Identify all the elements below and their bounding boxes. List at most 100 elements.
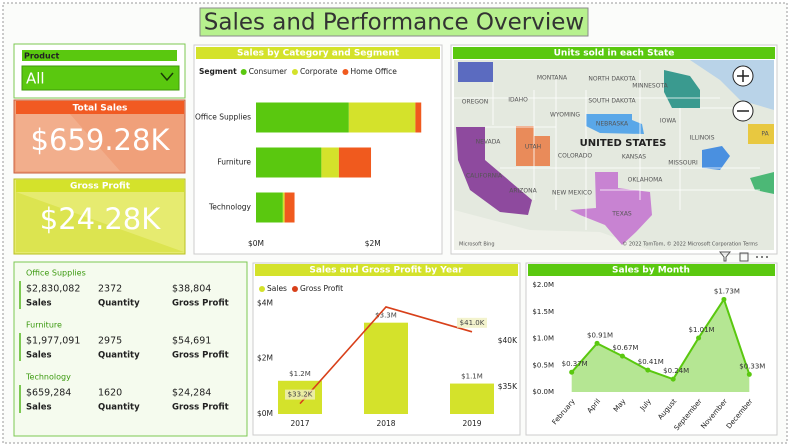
state-label: NEBRASKA [596, 121, 629, 128]
line [570, 297, 751, 381]
bar-segment [338, 147, 372, 178]
focus-icon[interactable] [739, 252, 749, 262]
state-shape[interactable] [750, 172, 774, 194]
data-label: $0.41M [638, 358, 664, 366]
line [299, 306, 473, 405]
state-shape[interactable] [456, 127, 532, 215]
state-shape[interactable] [586, 114, 644, 134]
filter-label-bar [22, 50, 177, 61]
y-tick-label: $0M [257, 409, 273, 418]
label-box [285, 389, 315, 400]
data-label: $0.33M [739, 362, 765, 370]
cell-value: 2975 [98, 336, 122, 347]
table-panel [13, 261, 248, 437]
state-label: PA [761, 131, 769, 138]
zoom-in-icon[interactable] [737, 70, 749, 82]
cell-value: $38,804 [172, 284, 211, 295]
cell-label: Sales [26, 351, 52, 361]
y-tick-label: Technology [208, 203, 252, 212]
point [619, 353, 625, 359]
data-label: $1.73M [714, 287, 740, 295]
state-shape[interactable] [458, 62, 493, 82]
mexico [454, 210, 650, 250]
state-shape[interactable] [748, 124, 774, 144]
cell-value: 1620 [98, 388, 122, 399]
legend-swatch [259, 286, 265, 292]
data-label: $41.0K [460, 319, 485, 327]
y-tick-label: $2.0M [532, 281, 554, 289]
x-tick-label: $0M [248, 239, 264, 248]
cell-label: Sales [26, 403, 52, 413]
data-label: $0.67M [612, 344, 638, 352]
state-shape[interactable] [516, 126, 550, 166]
filter-icon[interactable] [718, 251, 732, 262]
cell-label: Gross Profit [172, 403, 229, 413]
legend-label: Consumer [249, 67, 288, 76]
cell-label: Sales [26, 299, 52, 309]
bar [450, 383, 494, 414]
x-tick-label: 2018 [376, 419, 395, 428]
kpi-title: Gross Profit [70, 182, 131, 192]
state-label: OKLAHOMA [628, 177, 664, 184]
kpi-value: $659.28K [31, 123, 171, 157]
point [670, 376, 676, 382]
map-title: Units sold in each State [554, 49, 675, 59]
state-label: ARIZONA [509, 188, 537, 195]
state-label: IOWA [660, 118, 677, 125]
chart-title: Sales by Category and Segment [237, 49, 400, 59]
map-labels: NEVADA UTAH COLORADO KANSAS NEBRASKA ARI… [459, 75, 770, 248]
data-label: $0.24M [663, 367, 689, 375]
y-tick-label: Office Supplies [195, 113, 251, 122]
state-label: CALIFORNIA [466, 173, 503, 180]
map-attribution: © 2022 TomTom, © 2022 Microsoft Corporat… [622, 241, 758, 248]
kpi-value: $24.28K [40, 202, 161, 236]
state-shape[interactable] [664, 70, 700, 108]
filter-dropdown[interactable] [21, 65, 180, 91]
area [571, 299, 750, 392]
title-bar [199, 7, 589, 37]
cell-label: Gross Profit [172, 351, 229, 361]
filter-label: Product [24, 52, 59, 61]
data-label: $3.3M [375, 312, 397, 320]
group-title: Office Supplies [26, 269, 86, 278]
cell-value: $54,691 [172, 336, 211, 347]
point [721, 296, 727, 302]
point [645, 367, 651, 373]
legend-swatch [291, 286, 298, 292]
dropdown-chevron[interactable] [160, 72, 174, 82]
lakes [690, 60, 774, 110]
point [696, 335, 702, 341]
cell-value: 2372 [98, 284, 122, 295]
chart-title: Sales and Gross Profit by Year [309, 266, 463, 276]
chart-panel [525, 262, 778, 436]
y-tick-label: $2M [257, 354, 273, 363]
data-label: $1.01M [689, 326, 715, 334]
state-label: MONTANA [537, 75, 568, 82]
y2-tick-label: $40K [498, 336, 518, 345]
cell-value: $2,830,082 [26, 284, 80, 295]
state-shape[interactable] [702, 146, 730, 170]
state-label: SOUTH DAKOTA [588, 98, 636, 105]
y-tick-label: $0.0M [532, 388, 554, 396]
state-label: NEVADA [476, 139, 502, 146]
state-label: TEXAS [611, 211, 632, 218]
bar-segment [415, 102, 422, 133]
filter-value[interactable]: All [26, 70, 45, 88]
point [594, 340, 600, 346]
cell-label: Quantity [98, 351, 140, 361]
point [746, 371, 752, 377]
chart-header [196, 47, 440, 59]
chart-header [255, 264, 518, 276]
y-tick-label: $4M [257, 298, 273, 307]
bar [364, 322, 408, 414]
legend-swatch [342, 69, 349, 75]
state-label: WYOMING [550, 112, 580, 119]
y-tick-label: $1.0M [532, 335, 554, 343]
cell-value: $659,284 [26, 388, 71, 399]
kpi-header [16, 101, 184, 114]
state-borders [454, 70, 760, 230]
data-label: $0.91M [587, 331, 613, 339]
state-label: ILLINOIS [689, 135, 714, 142]
group-title: Technology [25, 373, 71, 382]
cell-value: $24,284 [172, 388, 211, 399]
